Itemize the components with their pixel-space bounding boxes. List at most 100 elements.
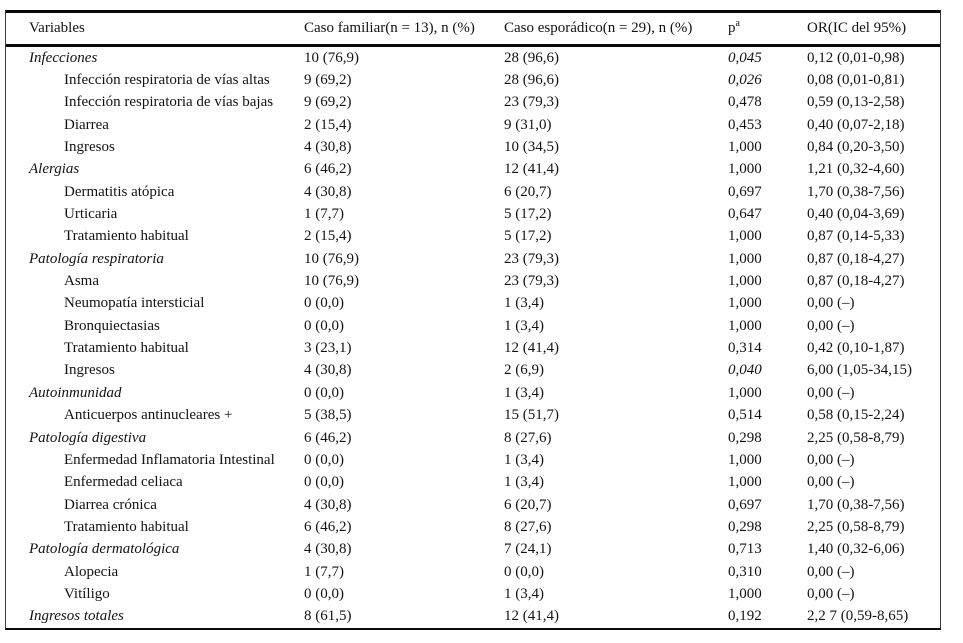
table-row: Ingresos totales 8 (61,5) 12 (41,4) 0,19… xyxy=(6,606,940,628)
cell-caso-familiar: 9 (69,2) xyxy=(304,94,352,111)
cell-or: 2,25 (0,58-8,79) xyxy=(807,429,905,446)
table-row: Alopecia 1 (7,7) 0 (0,0) 0,310 0,00 (–) xyxy=(6,561,940,583)
table-row: Urticaria 1 (7,7) 5 (17,2) 0,647 0,40 (0… xyxy=(6,203,940,225)
cell-or: 0,00 (–) xyxy=(807,474,855,491)
cell-p-value: 0,478 xyxy=(728,94,762,111)
cell-caso-esporadico: 7 (24,1) xyxy=(504,541,552,558)
cell-caso-esporadico: 15 (51,7) xyxy=(504,407,559,424)
cell-caso-familiar: 0 (0,0) xyxy=(304,317,344,334)
cell-p-value: 0,045 xyxy=(728,49,762,66)
table-row: Patología respiratoria 10 (76,9) 23 (79,… xyxy=(6,248,940,270)
cell-caso-esporadico: 23 (79,3) xyxy=(504,94,559,111)
table-row: Infección respiratoria de vías bajas 9 (… xyxy=(6,92,940,114)
cell-caso-esporadico: 8 (27,6) xyxy=(504,429,552,446)
cell-caso-familiar: 8 (61,5) xyxy=(304,608,352,625)
cell-caso-esporadico: 10 (34,5) xyxy=(504,139,559,156)
cell-or: 0,00 (–) xyxy=(807,384,855,401)
table-row: Diarrea 2 (15,4) 9 (31,0) 0,453 0,40 (0,… xyxy=(6,114,940,136)
column-header-caso-familiar: Caso familiar(n = 13), n (%) xyxy=(304,20,475,36)
cell-or: 2,25 (0,58-8,79) xyxy=(807,518,905,535)
cell-caso-familiar: 10 (76,9) xyxy=(304,250,359,267)
p-label: p xyxy=(728,20,736,36)
table-row: Diarrea crónica 4 (30,8) 6 (20,7) 0,697 … xyxy=(6,494,940,516)
cell-variable: Ingresos xyxy=(64,139,115,156)
cell-or: 1,70 (0,38-7,56) xyxy=(807,183,905,200)
cell-p-value: 1,000 xyxy=(728,317,762,334)
table-row: Vitíligo 0 (0,0) 1 (3,4) 1,000 0,00 (–) xyxy=(6,583,940,605)
cell-caso-familiar: 0 (0,0) xyxy=(304,295,344,312)
cell-caso-esporadico: 12 (41,4) xyxy=(504,608,559,625)
cell-or: 0,58 (0,15-2,24) xyxy=(807,407,905,424)
table-row: Tratamiento habitual 2 (15,4) 5 (17,2) 1… xyxy=(6,226,940,248)
cell-p-value: 0,713 xyxy=(728,541,762,558)
cell-p-value: 1,000 xyxy=(728,585,762,602)
cell-caso-familiar: 1 (7,7) xyxy=(304,206,344,223)
cell-p-value: 1,000 xyxy=(728,384,762,401)
cell-or: 0,08 (0,01-0,81) xyxy=(807,72,905,89)
cell-variable: Ingresos totales xyxy=(29,608,124,625)
table-row: Infecciones 10 (76,9) 28 (96,6) 0,045 0,… xyxy=(6,47,940,69)
cell-or: 0,00 (–) xyxy=(807,563,855,580)
cell-p-value: 1,000 xyxy=(728,295,762,312)
cell-or: 0,87 (0,14-5,33) xyxy=(807,228,905,245)
cell-caso-familiar: 6 (46,2) xyxy=(304,161,352,178)
cell-or: 0,84 (0,20-3,50) xyxy=(807,139,905,156)
cell-caso-esporadico: 0 (0,0) xyxy=(504,563,544,580)
cell-or: 1,21 (0,32-4,60) xyxy=(807,161,905,178)
cell-caso-esporadico: 6 (20,7) xyxy=(504,496,552,513)
cell-caso-familiar: 0 (0,0) xyxy=(304,451,344,468)
cell-caso-familiar: 3 (23,1) xyxy=(304,340,352,357)
cell-variable: Bronquiectasias xyxy=(64,317,160,334)
table-header-row: Variables Caso familiar(n = 13), n (%) C… xyxy=(6,13,940,47)
cell-variable: Infección respiratoria de vías bajas xyxy=(64,94,274,111)
cell-caso-esporadico: 1 (3,4) xyxy=(504,474,544,491)
column-header-p-value: pa xyxy=(728,18,807,37)
cell-p-value: 1,000 xyxy=(728,451,762,468)
table-row: Asma 10 (76,9) 23 (79,3) 1,000 0,87 (0,1… xyxy=(6,270,940,292)
cell-caso-familiar: 9 (69,2) xyxy=(304,72,352,89)
cell-caso-familiar: 5 (38,5) xyxy=(304,407,352,424)
cell-p-value: 0,298 xyxy=(728,518,762,535)
table-row: Tratamiento habitual 6 (46,2) 8 (27,6) 0… xyxy=(6,516,940,538)
cell-p-value: 0,453 xyxy=(728,116,762,133)
cell-caso-esporadico: 28 (96,6) xyxy=(504,49,559,66)
cell-p-value: 1,000 xyxy=(728,228,762,245)
cell-variable: Enfermedad celiaca xyxy=(64,474,183,491)
cell-caso-esporadico: 1 (3,4) xyxy=(504,585,544,602)
cell-caso-familiar: 10 (76,9) xyxy=(304,49,359,66)
cell-variable: Dermatitis atópica xyxy=(64,183,175,200)
cell-p-value: 0,697 xyxy=(728,496,762,513)
cell-p-value: 0,310 xyxy=(728,563,762,580)
cell-or: 2,2 7 (0,59-8,65) xyxy=(807,608,909,625)
cell-variable: Diarrea xyxy=(64,116,109,133)
p-footnote-marker: a xyxy=(735,18,740,29)
cell-or: 0,42 (0,10-1,87) xyxy=(807,340,905,357)
cell-or: 0,40 (0,07-2,18) xyxy=(807,116,905,133)
cell-variable: Tratamiento habitual xyxy=(64,340,189,357)
cell-p-value: 1,000 xyxy=(728,250,762,267)
cell-variable: Patología digestiva xyxy=(29,429,147,446)
cell-caso-esporadico: 1 (3,4) xyxy=(504,384,544,401)
table-row: Bronquiectasias 0 (0,0) 1 (3,4) 1,000 0,… xyxy=(6,315,940,337)
cell-or: 0,87 (0,18-4,27) xyxy=(807,250,905,267)
cell-p-value: 0,647 xyxy=(728,206,762,223)
cell-caso-familiar: 0 (0,0) xyxy=(304,585,344,602)
cell-caso-familiar: 4 (30,8) xyxy=(304,362,352,379)
cell-p-value: 1,000 xyxy=(728,273,762,290)
cell-variable: Vitíligo xyxy=(64,585,110,602)
cell-caso-familiar: 4 (30,8) xyxy=(304,183,352,200)
table-row: Neumopatía intersticial 0 (0,0) 1 (3,4) … xyxy=(6,293,940,315)
table-row: Ingresos 4 (30,8) 10 (34,5) 1,000 0,84 (… xyxy=(6,136,940,158)
cell-variable: Patología dermatológica xyxy=(29,541,180,558)
cell-caso-esporadico: 9 (31,0) xyxy=(504,116,552,133)
cell-p-value: 1,000 xyxy=(728,161,762,178)
cell-caso-esporadico: 5 (17,2) xyxy=(504,206,552,223)
cell-caso-familiar: 1 (7,7) xyxy=(304,563,344,580)
cell-variable: Ingresos xyxy=(64,362,115,379)
cell-variable: Asma xyxy=(64,273,99,290)
cell-caso-esporadico: 28 (96,6) xyxy=(504,72,559,89)
cell-caso-familiar: 4 (30,8) xyxy=(304,496,352,513)
cell-p-value: 0,697 xyxy=(728,183,762,200)
table-row: Alergias 6 (46,2) 12 (41,4) 1,000 1,21 (… xyxy=(6,159,940,181)
cell-variable: Tratamiento habitual xyxy=(64,518,189,535)
